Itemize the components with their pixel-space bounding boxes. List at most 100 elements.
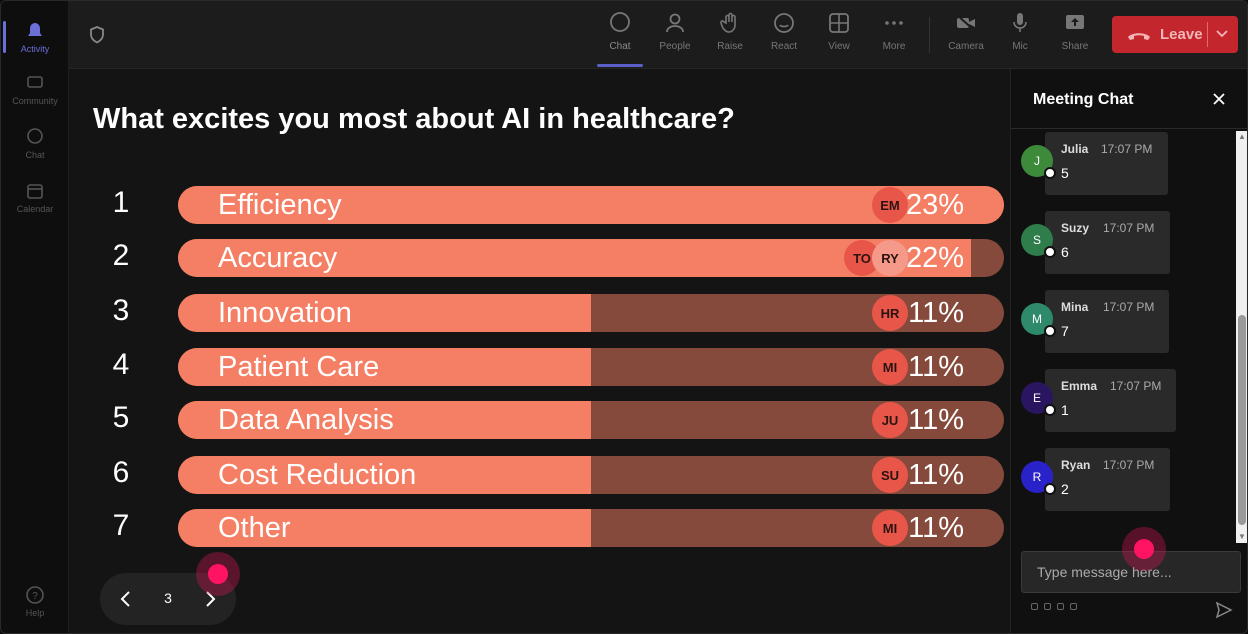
people-button-label: People <box>659 41 691 52</box>
gif-icon[interactable] <box>1070 603 1077 610</box>
message-bubble[interactable]: Ryan 17:07 PM 2 <box>1045 448 1170 511</box>
chat-icon <box>27 127 43 144</box>
poll-option-bar[interactable]: Innovation HR 11% <box>178 294 1004 332</box>
voter-avatar: HR <box>872 295 908 331</box>
format-icon[interactable] <box>1031 603 1038 610</box>
presence-status-icon <box>1044 167 1056 179</box>
message-text: 6 <box>1061 244 1069 260</box>
poll-question: What excites you most about AI in health… <box>93 103 735 135</box>
mic-button[interactable]: Mic <box>995 11 1045 61</box>
close-icon[interactable] <box>1211 91 1227 107</box>
leave-button-label: Leave <box>1160 26 1203 43</box>
rail-item-community[interactable]: Community <box>1 65 69 113</box>
poll-option-label: Accuracy <box>218 242 338 274</box>
message-sender: Emma <box>1061 379 1098 393</box>
grid-icon <box>829 13 849 33</box>
more-icon <box>885 21 903 25</box>
poll-option-fill <box>178 239 971 277</box>
phone-hangup-icon <box>1128 32 1150 40</box>
meeting-chat-panel: Meeting Chat Julia 17:07 PM 5 J Suzy 17:07 PM… <box>1010 69 1247 633</box>
smiley-icon <box>774 13 794 33</box>
chat-button[interactable]: Chat <box>595 11 645 67</box>
voter-avatar: EM <box>872 187 908 223</box>
meeting-toolbar: Chat People Raise React View More Camera <box>69 1 1247 69</box>
voter-avatar: MI <box>872 349 908 385</box>
avatar: E <box>1021 382 1053 414</box>
option-number: 4 <box>112 348 130 381</box>
poll-option-label: Other <box>218 512 291 544</box>
chat-icon <box>610 12 630 32</box>
hand-icon <box>720 12 736 33</box>
camera-button[interactable]: Camera <box>941 11 991 61</box>
poll-option-bar[interactable]: Data Analysis JU 11% <box>178 401 1004 439</box>
chat-scrollbar[interactable]: ▲ ▼ <box>1236 131 1247 543</box>
scroll-up-icon[interactable]: ▲ <box>1238 132 1246 141</box>
rail-item-calendar[interactable]: Calendar <box>1 173 69 221</box>
rail-item-help[interactable]: ? Help <box>1 577 69 625</box>
voter-avatar: MI <box>872 510 908 546</box>
scroll-thumb[interactable] <box>1238 315 1246 525</box>
poll-option-label: Innovation <box>218 297 352 329</box>
message-text: 1 <box>1061 402 1069 418</box>
poll-option-bar[interactable]: Patient Care MI 11% <box>178 348 1004 386</box>
poll-option-fill <box>178 401 591 439</box>
rail-item-activity[interactable]: Activity <box>1 13 69 61</box>
rail-label: Calendar <box>16 203 54 214</box>
message-time: 17:07 PM <box>1110 379 1162 393</box>
chat-header: Meeting Chat <box>1011 69 1247 129</box>
person-icon <box>666 13 684 33</box>
chevron-down-icon[interactable] <box>1215 27 1229 41</box>
message-time: 17:07 PM <box>1103 300 1155 314</box>
raise-hand-button[interactable]: Raise <box>705 11 755 61</box>
more-button[interactable]: More <box>869 11 919 61</box>
message-time: 17:07 PM <box>1103 458 1155 472</box>
option-number: 5 <box>112 401 130 434</box>
svg-text:?: ? <box>32 591 38 602</box>
chat-button-label: Chat <box>609 41 631 52</box>
poll-option-bar[interactable]: Other MI 11% <box>178 509 1004 547</box>
react-button[interactable]: React <box>759 11 809 61</box>
send-icon[interactable] <box>1215 601 1233 619</box>
shield-icon[interactable] <box>87 25 107 45</box>
people-button[interactable]: People <box>650 11 700 61</box>
scroll-down-icon[interactable]: ▼ <box>1238 532 1246 541</box>
share-button[interactable]: Share <box>1050 11 1100 61</box>
option-number: 6 <box>112 456 130 489</box>
message-bubble[interactable]: Emma 17:07 PM 1 <box>1045 369 1176 432</box>
chevron-left-icon[interactable] <box>116 589 136 609</box>
poll-option-percent: 11% <box>908 351 964 383</box>
presence-status-icon <box>1044 404 1056 416</box>
poll-option-bar[interactable]: Accuracy TO RY 22% <box>178 239 1004 277</box>
poll-option-bar[interactable]: Efficiency EM 23% <box>178 186 1004 224</box>
message-text: 2 <box>1061 481 1069 497</box>
emoji-icon[interactable] <box>1057 603 1064 610</box>
message-bubble[interactable]: Suzy 17:07 PM 6 <box>1045 211 1170 274</box>
poll-option-bar[interactable]: Cost Reduction SU 11% <box>178 456 1004 494</box>
poll-option-percent: 11% <box>908 459 964 491</box>
message-bubble[interactable]: Julia 17:07 PM 5 <box>1045 132 1168 195</box>
leave-divider <box>1207 22 1208 47</box>
view-button[interactable]: View <box>814 11 864 61</box>
voter-avatar: TO <box>844 240 880 276</box>
share-screen-icon <box>1066 15 1084 29</box>
presence-status-icon <box>1044 483 1056 495</box>
message-sender: Suzy <box>1061 221 1090 235</box>
poll-option-label: Efficiency <box>218 189 342 221</box>
message-bubble[interactable]: Mina 17:07 PM 7 <box>1045 290 1169 353</box>
attach-icon[interactable] <box>1044 603 1051 610</box>
message-sender: Julia <box>1061 142 1089 156</box>
share-button-label: Share <box>1061 41 1089 52</box>
chevron-right-icon[interactable] <box>200 589 220 609</box>
poll-option-label: Cost Reduction <box>218 459 417 491</box>
leave-button[interactable]: Leave <box>1112 16 1238 53</box>
page-number: 3 <box>164 590 172 606</box>
rail-item-chat[interactable]: Chat <box>1 119 69 167</box>
poll-option-label: Patient Care <box>218 351 380 383</box>
message-text: 7 <box>1061 323 1069 339</box>
message-text: 5 <box>1061 165 1069 181</box>
option-number: 3 <box>112 294 130 327</box>
chat-message-input[interactable] <box>1021 551 1241 593</box>
option-number: 1 <box>112 186 130 219</box>
bell-icon <box>28 22 42 36</box>
voter-avatar: RY <box>872 240 908 276</box>
